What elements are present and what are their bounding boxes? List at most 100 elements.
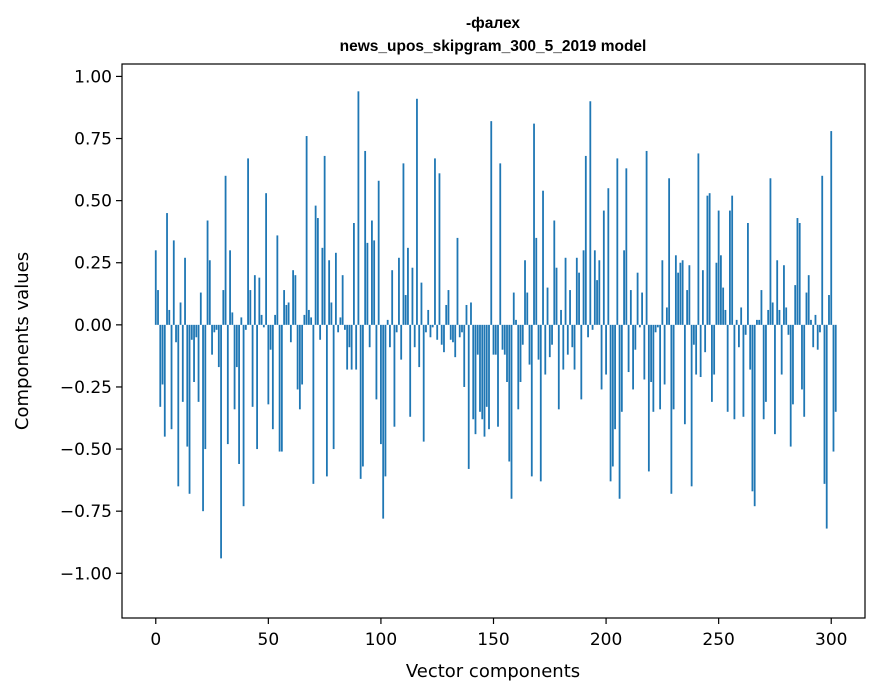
bar-17 [193,324,195,382]
bar-245 [706,195,709,325]
bar-105 [391,270,394,325]
bar-232 [677,272,680,325]
bar-284 [794,285,797,325]
bar-211 [629,290,632,325]
bar-64 [298,324,301,410]
bar-164 [524,260,526,325]
bar-142 [474,324,477,435]
bar-70 [312,324,315,484]
bar-114 [411,267,414,325]
bar-226 [663,324,666,385]
bar-84 [344,324,346,330]
bar-155 [503,324,506,355]
bar-261 [742,324,745,417]
bar-163 [521,324,524,345]
bar-238 [690,324,693,487]
bar-289 [805,292,808,325]
bar-82 [339,317,342,325]
bar-80 [334,252,337,325]
bar-92 [362,324,364,467]
bar-252 [722,287,725,325]
bar-230 [672,324,675,410]
y-tick-label: −0.25 [60,378,112,398]
bar-5 [166,213,168,325]
bar-174 [546,287,549,325]
bar-177 [553,220,556,325]
bar-87 [350,324,353,370]
bar-170 [537,324,540,360]
bar-104 [389,324,391,348]
bar-89 [355,324,358,370]
bar-268 [758,319,761,325]
bar-37 [238,324,240,464]
bar-25 [211,324,213,355]
bar-11 [179,302,182,325]
bar-88 [353,223,355,325]
bar-241 [697,153,700,325]
bar-97 [373,240,376,325]
bar-66 [303,314,306,325]
bar-239 [692,324,695,345]
bar-18 [195,324,198,338]
bar-30 [222,290,225,325]
bar-180 [560,309,562,325]
bar-50 [267,324,270,405]
bar-259 [738,324,740,348]
bar-204 [614,324,616,430]
bar-117 [418,324,421,368]
bar-51 [269,324,272,350]
bar-172 [542,190,544,325]
bar-206 [618,324,621,499]
bar-208 [623,250,625,325]
bar-227 [665,307,668,325]
bar-187 [575,257,578,325]
x-tick-label: 50 [258,630,280,650]
bar-269 [760,290,763,325]
bar-55 [278,324,281,452]
bar-184 [569,290,571,325]
bar-127 [440,324,443,345]
bar-223 [656,324,659,328]
bar-111 [404,295,407,325]
bar-106 [393,324,396,427]
bar-85 [346,324,349,370]
bar-24 [208,260,211,325]
bar-143 [476,324,479,355]
bar-178 [555,267,558,325]
bar-176 [551,324,553,345]
bar-165 [526,292,529,325]
bar-181 [562,324,565,370]
bar-4 [163,324,166,437]
bar-244 [704,324,707,353]
bar-175 [548,324,551,358]
bar-279 [783,265,785,325]
bar-293 [814,314,817,325]
bar-240 [695,324,698,375]
bar-57 [283,290,286,325]
bar-300 [830,131,833,325]
bar-153 [499,163,502,325]
bar-34 [231,312,234,325]
bar-264 [749,324,752,370]
x-tick-label: 300 [815,630,847,650]
bar-0 [154,250,157,325]
bar-166 [528,324,531,365]
bar-146 [483,324,486,437]
bar-221 [652,324,655,412]
bar-118 [420,282,423,325]
y-tick-label: 0.75 [74,130,112,150]
bar-258 [735,319,738,325]
bar-16 [190,324,193,340]
bar-200 [605,324,607,375]
bar-210 [627,324,630,373]
bar-255 [729,210,731,325]
bar-169 [535,237,538,325]
bar-65 [301,324,304,385]
bar-266 [753,324,756,507]
bar-291 [810,319,812,325]
bar-145 [481,324,484,420]
bar-280 [785,307,788,325]
bar-28 [217,324,220,368]
bar-275 [774,324,776,435]
bar-220 [650,324,653,382]
